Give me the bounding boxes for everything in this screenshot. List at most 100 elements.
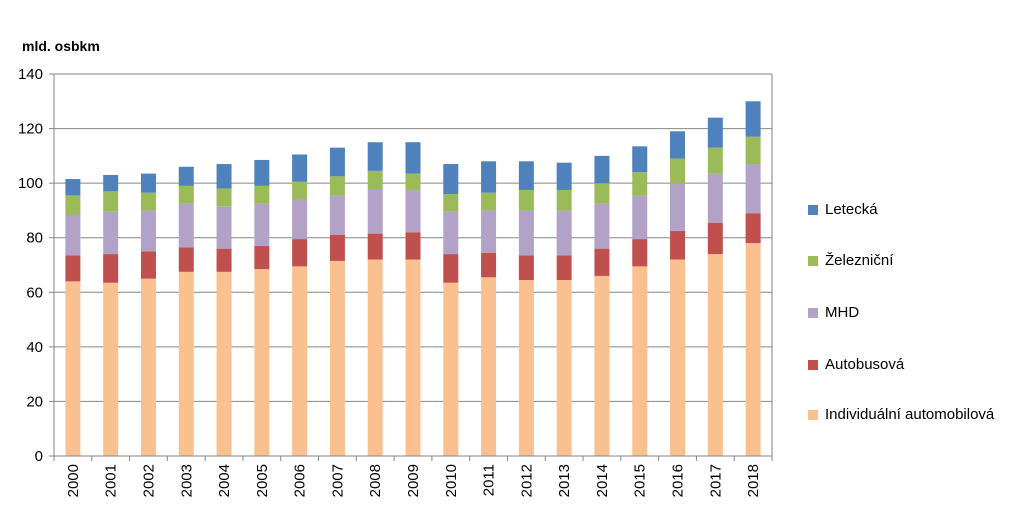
bar-segment: [329, 147, 345, 177]
x-tick-label: 2008: [367, 464, 384, 497]
bar-segment: [443, 254, 459, 283]
bar-segment: [481, 161, 497, 193]
bar-segment: [103, 211, 119, 255]
bar-segment: [594, 248, 610, 276]
x-tick-label: 2013: [556, 464, 573, 497]
bar-segment: [65, 214, 81, 256]
x-tick-label: 2003: [178, 464, 195, 497]
legend-label: Autobusová: [825, 356, 905, 373]
legend-item: Letecká: [808, 201, 878, 218]
bar-segment: [556, 280, 572, 456]
bar-segment: [443, 164, 459, 195]
y-tick-label: 20: [26, 393, 43, 410]
legend-item: Individuální automobilová: [808, 406, 994, 423]
bar-segment: [518, 255, 534, 281]
legend: Letecká Železniční MHD Autobusová Individuál…: [808, 0, 1024, 529]
bar-segment: [443, 194, 459, 212]
bar-segment: [594, 203, 610, 249]
legend-swatch: [808, 359, 818, 370]
legend-swatch: [808, 204, 818, 215]
bar-segment: [254, 269, 270, 456]
x-tick-label: 2001: [103, 464, 120, 497]
y-tick-label: 100: [18, 175, 43, 192]
bar-segment: [178, 247, 194, 272]
bar-segment: [405, 232, 421, 260]
bar-segment: [254, 159, 270, 186]
legend-swatch: [808, 307, 818, 318]
bar-segment: [65, 179, 81, 196]
bar-segment: [329, 234, 345, 261]
bar-segment: [178, 185, 194, 204]
y-axis-tick-labels: 0 20 40 60 80 100 120 140: [18, 66, 43, 465]
bar-segment: [292, 154, 308, 182]
bar-segment: [254, 185, 270, 204]
bar-segment: [707, 147, 723, 174]
bar-segment: [670, 158, 686, 184]
bar-segment: [367, 189, 383, 234]
bar-segment: [443, 282, 459, 456]
bar-segment: [594, 183, 610, 204]
bar-segment: [556, 210, 572, 256]
legend-label: MHD: [825, 304, 860, 321]
bar-segment: [405, 189, 421, 233]
x-tick-label: 2011: [481, 464, 498, 496]
bar-segment: [670, 230, 686, 260]
bar-segment: [178, 166, 194, 186]
bar-segment: [405, 173, 421, 190]
bar-segment: [292, 266, 308, 456]
x-tick-label: 2012: [518, 464, 535, 497]
axes: [53, 73, 773, 461]
y-axis-label: mld. osbkm: [22, 38, 100, 54]
bar-segment: [329, 195, 345, 235]
bar-segment: [707, 117, 723, 148]
bar-segment: [292, 239, 308, 267]
x-tick-label: 2009: [405, 464, 422, 497]
bar-segment: [707, 254, 723, 456]
bar-segment: [556, 162, 572, 190]
bar-segment: [216, 206, 232, 249]
legend-label: Železniční: [825, 252, 894, 269]
x-tick-label: 2014: [594, 464, 611, 497]
bar-segment: [140, 251, 156, 279]
legend-item: Železniční: [808, 252, 893, 269]
y-tick-label: 80: [26, 230, 43, 247]
bars: [65, 101, 761, 456]
bar-segment: [745, 213, 761, 244]
bar-segment: [140, 210, 156, 252]
bar-segment: [216, 164, 232, 189]
bar-segment: [670, 183, 686, 231]
bar-segment: [443, 211, 459, 255]
bar-segment: [556, 255, 572, 281]
x-tick-label: 2016: [670, 464, 687, 497]
bar-segment: [140, 173, 156, 193]
bar-segment: [216, 188, 232, 207]
bar-segment: [518, 189, 534, 211]
bar-segment: [556, 189, 572, 211]
x-tick-label: 2002: [140, 464, 157, 497]
legend-swatch: [808, 255, 818, 266]
legend-item: MHD: [808, 304, 859, 321]
bar-segment: [594, 275, 610, 456]
bar-segment: [405, 142, 421, 174]
bar-segment: [103, 254, 119, 283]
bar-segment: [292, 181, 308, 200]
bar-segment: [178, 203, 194, 248]
bar-segment: [292, 199, 308, 240]
y-tick-label: 0: [35, 448, 43, 465]
bar-segment: [745, 164, 761, 214]
y-tick-label: 40: [26, 339, 43, 356]
bar-segment: [670, 131, 686, 159]
x-tick-label: 2004: [216, 464, 233, 497]
bar-segment: [632, 239, 648, 267]
bar-segment: [254, 245, 270, 270]
bar-segment: [367, 233, 383, 260]
bar-segment: [367, 170, 383, 190]
bar-segment: [632, 146, 648, 173]
bar-segment: [632, 266, 648, 456]
bar-segment: [632, 172, 648, 196]
bar-segment: [481, 277, 497, 456]
x-tick-label: 2017: [707, 464, 724, 497]
bar-segment: [329, 176, 345, 196]
bar-segment: [140, 192, 156, 211]
bar-segment: [481, 210, 497, 253]
